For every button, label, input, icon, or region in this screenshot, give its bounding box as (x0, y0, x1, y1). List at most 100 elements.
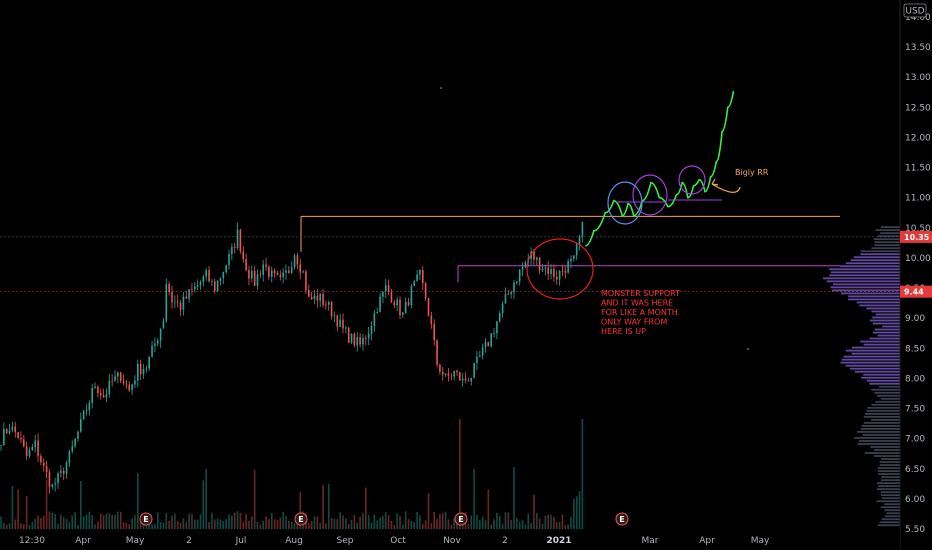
profile-bar (861, 425, 900, 427)
volume-bar (347, 524, 350, 529)
profile-bar (869, 319, 900, 322)
volume-bar (322, 485, 324, 529)
candle-body (573, 255, 575, 259)
earnings-marker[interactable]: E (615, 512, 629, 526)
volume-bar (365, 487, 367, 529)
candle-body (156, 340, 159, 344)
candle-body (327, 301, 330, 305)
support-note-line: ONLY WAY FROM (601, 318, 667, 327)
candle-body (279, 274, 282, 277)
volume-bar (399, 516, 401, 529)
candle-body (330, 301, 333, 317)
candle-body (165, 283, 168, 322)
profile-bar (860, 253, 900, 256)
earnings-marker[interactable]: E (294, 512, 308, 526)
candle-body (396, 299, 398, 306)
volume-bar (476, 514, 478, 529)
profile-bar (863, 343, 900, 346)
profile-bar (871, 310, 900, 313)
candle-body (407, 301, 410, 306)
volume-bar (42, 515, 45, 529)
candle-body (484, 341, 487, 348)
price-tick: 6.50 (905, 465, 925, 475)
candle-body (273, 270, 276, 273)
candle-body (536, 257, 538, 260)
volume-bar (276, 519, 279, 529)
support-note-line: MONSTER SUPPORT (601, 289, 680, 298)
volume-bar (231, 515, 233, 529)
candle-body (379, 296, 381, 313)
volume-bar (62, 517, 65, 529)
volume-bar (225, 518, 227, 529)
earnings-badge (294, 512, 308, 526)
volume-bar (28, 524, 31, 529)
earnings-marker[interactable]: E (454, 512, 468, 526)
candle-body (174, 301, 176, 303)
profile-bar (826, 280, 900, 283)
profile-bar (874, 328, 900, 331)
candle-body (62, 470, 65, 474)
time-tick: Jul (235, 536, 247, 546)
candle-body (362, 337, 364, 345)
volume-bar (504, 512, 507, 529)
volume-bar (498, 516, 501, 529)
candle-body (387, 285, 390, 293)
candle-body (390, 292, 393, 303)
candle-body (276, 272, 279, 275)
volume-bar (536, 513, 538, 529)
price-tick: 9.00 (905, 314, 925, 324)
volume-bars (0, 419, 584, 529)
volume-bar (339, 512, 341, 529)
volume-bar (490, 524, 492, 529)
support-circle (526, 238, 594, 300)
candle-body (68, 451, 71, 463)
profile-bar (871, 247, 900, 250)
volume-bar (384, 512, 387, 529)
time-axis[interactable]: 12:30 Apr May 2 Jul Aug Sep Oct Nov 2 2021 Mar Apr Ma… (0, 530, 900, 550)
volume-bar (45, 480, 48, 529)
candle-body (185, 296, 188, 299)
candle-body (196, 284, 199, 287)
volume-bar (441, 513, 444, 529)
volume-bar (8, 523, 11, 529)
volume-bar (396, 513, 398, 529)
profile-bar (879, 521, 900, 524)
volume-bar (77, 524, 79, 529)
volume-bar (3, 523, 5, 529)
candle-body (3, 429, 5, 446)
volume-bar (208, 522, 210, 529)
candle-body (296, 255, 299, 265)
volume-bar (54, 513, 56, 529)
candle-body (325, 304, 327, 306)
price-tick: 14.00 (905, 13, 931, 23)
candle-body (481, 347, 484, 356)
volume-bar (239, 513, 242, 529)
candle-body (498, 313, 501, 322)
volume-bar (128, 524, 131, 529)
support-note-line: AND IT WAS HERE (601, 299, 673, 308)
profile-bar (878, 485, 900, 488)
candle-body (533, 251, 535, 260)
volume-bar (51, 512, 54, 529)
candle-body (199, 281, 202, 285)
candle-body (105, 394, 108, 398)
candle-body (14, 426, 17, 433)
candle-body (0, 445, 2, 447)
candle-body (119, 372, 122, 382)
volume-bar (575, 496, 578, 529)
candle-body (128, 384, 131, 391)
profile-bar (860, 250, 900, 253)
profile-bar (878, 385, 900, 388)
profile-bar (856, 431, 900, 433)
profile-bar (880, 479, 900, 482)
candle-body (339, 319, 341, 327)
volume-bar (538, 518, 541, 529)
price-axis[interactable]: 5.506.006.507.007.508.008.509.009.5010.0… (899, 0, 932, 550)
earnings-marker[interactable]: E (139, 512, 153, 526)
profile-bar (859, 304, 900, 307)
candle-body (384, 285, 387, 292)
